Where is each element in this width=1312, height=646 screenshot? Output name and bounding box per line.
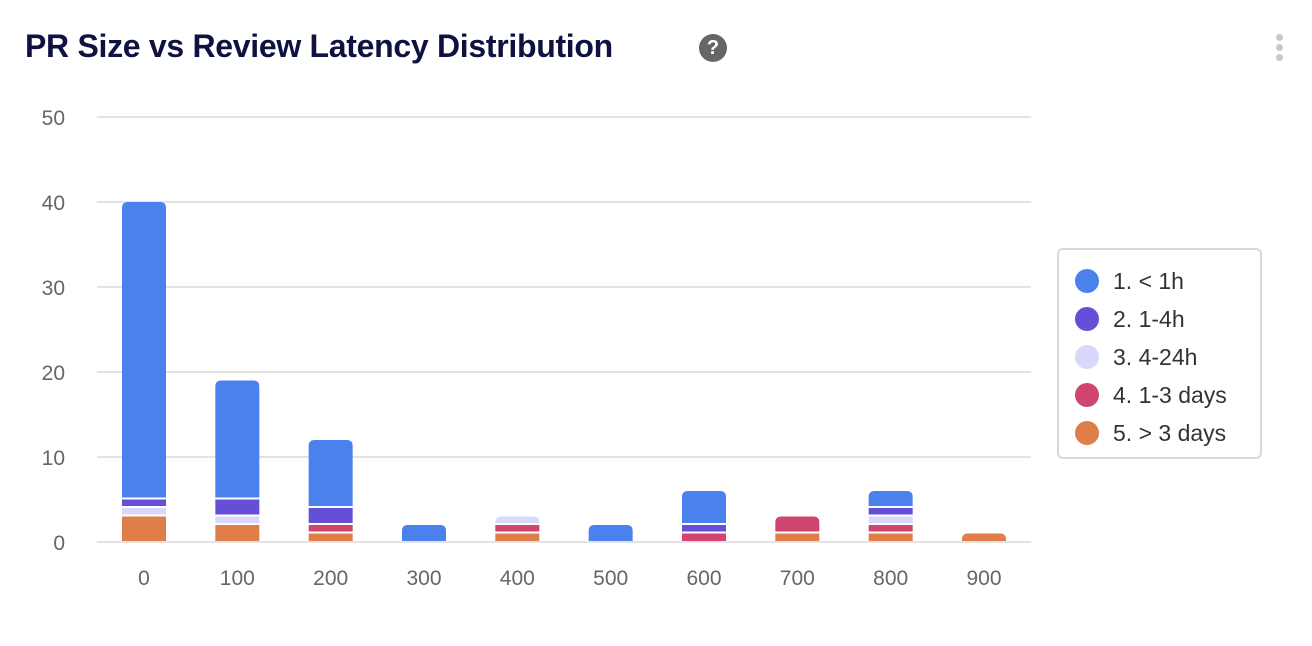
x-tick-label: 900 bbox=[966, 567, 1001, 590]
x-tick-label: 100 bbox=[220, 567, 255, 590]
x-tick-label: 400 bbox=[500, 567, 535, 590]
bar-segment[interactable] bbox=[495, 533, 540, 543]
x-tick-label: 700 bbox=[780, 567, 815, 590]
legend-swatch bbox=[1075, 383, 1099, 407]
bar-segment[interactable] bbox=[308, 533, 353, 543]
bar-segment[interactable] bbox=[868, 533, 913, 543]
bar-segment[interactable] bbox=[215, 380, 260, 498]
legend-label: 2. 1-4h bbox=[1113, 305, 1185, 332]
y-tick-label: 0 bbox=[53, 532, 65, 555]
legend-label: 4. 1-3 days bbox=[1113, 381, 1227, 408]
legend-item[interactable]: 2. 1-4h bbox=[1075, 300, 1260, 338]
legend-swatch bbox=[1075, 307, 1099, 331]
more-vertical-icon[interactable] bbox=[1270, 34, 1288, 64]
x-tick-label: 500 bbox=[593, 567, 628, 590]
bar-segment[interactable] bbox=[868, 525, 913, 532]
y-tick-label: 10 bbox=[42, 447, 65, 470]
bar-segment[interactable] bbox=[402, 525, 446, 542]
bar-segment[interactable] bbox=[962, 533, 1006, 543]
bar-segment[interactable] bbox=[682, 533, 726, 543]
bar-segment[interactable] bbox=[868, 491, 913, 506]
bar-segment[interactable] bbox=[775, 533, 820, 543]
x-tick-label: 600 bbox=[686, 567, 721, 590]
bar-segment[interactable] bbox=[215, 516, 260, 524]
bar-segment[interactable] bbox=[122, 516, 166, 543]
x-tick-label: 300 bbox=[406, 567, 441, 590]
bar-segment[interactable] bbox=[122, 508, 166, 515]
legend-swatch bbox=[1075, 345, 1099, 369]
legend-item[interactable]: 1. < 1h bbox=[1075, 262, 1260, 300]
bar-segment[interactable] bbox=[868, 516, 913, 524]
bar-segment[interactable] bbox=[308, 525, 353, 532]
bar-segment[interactable] bbox=[775, 516, 820, 532]
legend-item[interactable]: 3. 4-24h bbox=[1075, 338, 1260, 376]
bar-segment[interactable] bbox=[215, 499, 260, 515]
bar-segment[interactable] bbox=[122, 499, 166, 507]
bar-segment[interactable] bbox=[588, 525, 633, 542]
y-tick-label: 40 bbox=[42, 192, 65, 215]
bar-segment[interactable] bbox=[308, 440, 353, 506]
x-tick-label: 0 bbox=[138, 567, 150, 590]
legend-swatch bbox=[1075, 269, 1099, 293]
bar-segment[interactable] bbox=[682, 491, 726, 523]
legend-label: 5. > 3 days bbox=[1113, 419, 1227, 446]
bar-segment[interactable] bbox=[122, 202, 166, 498]
bar-segment[interactable] bbox=[682, 525, 726, 532]
bar-segment[interactable] bbox=[308, 508, 353, 523]
bar-segment[interactable] bbox=[495, 516, 540, 524]
chart-title: PR Size vs Review Latency Distribution bbox=[25, 28, 613, 64]
question-circle-icon[interactable]: ? bbox=[699, 34, 727, 62]
legend-item[interactable]: 4. 1-3 days bbox=[1075, 376, 1260, 414]
legend-label: 1. < 1h bbox=[1113, 267, 1184, 294]
x-tick-label: 200 bbox=[313, 567, 348, 590]
bar-segment[interactable] bbox=[495, 525, 540, 532]
legend-label: 3. 4-24h bbox=[1113, 343, 1198, 370]
legend: 1. < 1h 2. 1-4h 3. 4-24h 4. 1-3 days 5. > 3 … bbox=[1057, 248, 1262, 459]
y-tick-label: 20 bbox=[42, 362, 65, 385]
legend-swatch bbox=[1075, 421, 1099, 445]
bar-segment[interactable] bbox=[868, 508, 913, 515]
legend-item[interactable]: 5. > 3 days bbox=[1075, 414, 1260, 452]
x-tick-label: 800 bbox=[873, 567, 908, 590]
y-tick-label: 50 bbox=[42, 107, 65, 130]
bar-segment[interactable] bbox=[215, 525, 260, 542]
y-tick-label: 30 bbox=[42, 277, 65, 300]
